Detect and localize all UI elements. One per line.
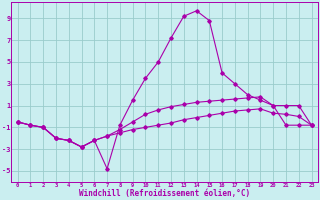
X-axis label: Windchill (Refroidissement éolien,°C): Windchill (Refroidissement éolien,°C) xyxy=(79,189,250,198)
